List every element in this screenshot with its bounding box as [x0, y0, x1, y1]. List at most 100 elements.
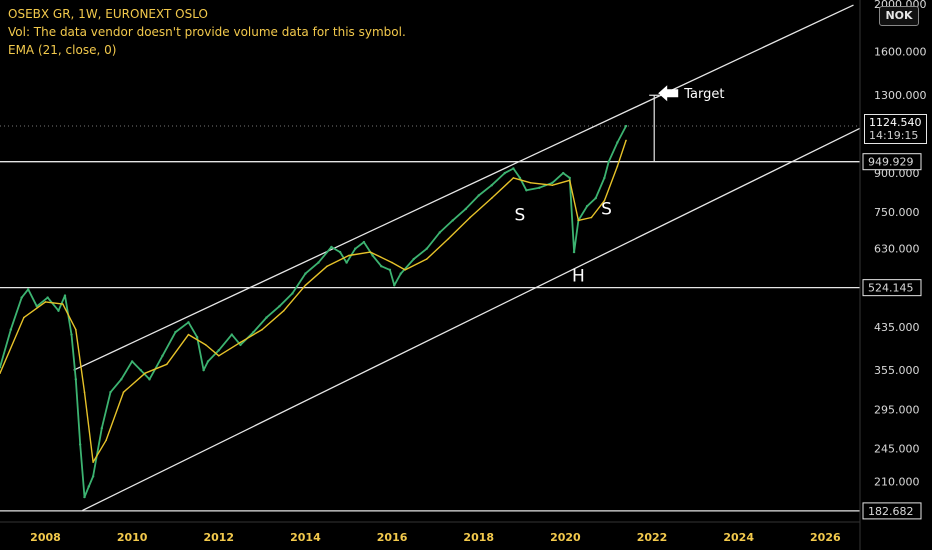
ema-point: [0, 372, 1, 374]
price-point: [139, 368, 143, 372]
price-point: [477, 194, 480, 197]
ema-point: [447, 238, 450, 240]
price-point: [63, 294, 67, 297]
price-point: [9, 328, 13, 331]
price-point: [26, 288, 30, 291]
ema-point: [577, 219, 580, 222]
price-point: [594, 196, 597, 200]
x-tick-label: 2024: [723, 531, 754, 544]
ema-point: [62, 303, 64, 305]
y-tick-label: 900.000: [874, 167, 920, 180]
price-point: [0, 366, 2, 369]
ema-point: [391, 261, 393, 264]
indicator-legend[interactable]: EMA (21, close, 0): [8, 43, 117, 57]
price-point: [551, 181, 554, 184]
ema-point: [326, 265, 328, 267]
ema-point: [122, 391, 125, 393]
ema-point: [469, 216, 471, 219]
ema-point: [369, 251, 372, 253]
ema-point: [204, 344, 207, 346]
target-arrow-icon: [658, 85, 679, 102]
price-point: [538, 186, 541, 189]
ema-point: [304, 284, 307, 287]
ema-point: [261, 328, 263, 331]
volume-note: Vol: The data vendor doesn't provide vol…: [8, 25, 406, 39]
price-point: [616, 141, 619, 144]
ema-point: [217, 354, 220, 357]
ema-point: [551, 184, 554, 187]
price-line[interactable]: [0, 125, 627, 498]
price-point: [518, 176, 522, 180]
x-tick-label: 2022: [637, 531, 668, 544]
chart-title: OSEBX GR, 1W, EURONEXT OSLO: [8, 7, 208, 21]
price-point: [393, 284, 396, 287]
price-point: [304, 272, 307, 275]
ema-point: [616, 165, 619, 167]
price-point: [585, 204, 589, 208]
bar-countdown: 14:19:15: [869, 129, 919, 142]
price-point: [70, 333, 73, 336]
price-axis[interactable]: [860, 0, 932, 550]
price-point: [525, 189, 528, 192]
current-price-box: 1124.540 14:19:15: [864, 114, 927, 144]
y-tick-label: 210.000: [874, 475, 920, 488]
ema-point: [590, 216, 593, 219]
price-point: [317, 261, 320, 264]
x-tick-label: 2012: [203, 531, 234, 544]
pattern-label: H: [572, 266, 585, 286]
ema-point: [529, 181, 532, 184]
x-tick-label: 2014: [290, 531, 321, 544]
price-point: [83, 495, 86, 499]
ema-point: [512, 177, 515, 179]
price-point: [572, 250, 576, 254]
price-point: [187, 321, 190, 324]
price-point: [239, 343, 242, 347]
ema-point: [347, 254, 350, 257]
price-point: [87, 485, 91, 488]
price-point: [345, 261, 348, 264]
price-point: [399, 272, 402, 275]
x-tick-label: 2010: [117, 531, 148, 544]
ema-point: [23, 316, 25, 319]
ema-point: [568, 179, 571, 182]
price-point: [174, 330, 177, 334]
y-tick-label: 2000.000: [874, 0, 927, 11]
ema-point: [603, 199, 606, 202]
price-point: [278, 305, 281, 308]
x-tick-label: 2020: [550, 531, 581, 544]
price-point: [503, 171, 506, 175]
price-point: [603, 176, 606, 180]
x-tick-label: 2026: [810, 531, 841, 544]
price-point: [438, 231, 441, 234]
price-point: [230, 333, 233, 336]
price-point: [265, 316, 268, 319]
currency-badge[interactable]: NOK: [879, 6, 919, 26]
price-point: [412, 257, 415, 261]
ema-point: [625, 139, 627, 142]
ema-point: [490, 197, 493, 199]
ema-point: [239, 341, 242, 344]
level-price-label: 524.145: [868, 282, 914, 295]
ema-point: [92, 461, 94, 463]
price-point: [354, 247, 357, 250]
price-point: [206, 360, 210, 363]
price-point: [161, 354, 164, 357]
y-tick-label: 245.000: [874, 443, 920, 456]
ema-point: [105, 439, 107, 442]
ema-point: [166, 363, 168, 366]
price-point: [46, 296, 49, 299]
channel-lower-line[interactable]: [82, 127, 861, 512]
price-point: [362, 240, 366, 244]
channel-upper-line[interactable]: [73, 4, 854, 371]
y-tick-label: 1300.000: [874, 89, 927, 102]
price-point: [109, 390, 112, 394]
price-point: [291, 292, 294, 295]
level-price-label: 949.929: [868, 156, 914, 169]
y-tick-label: 295.000: [874, 403, 920, 416]
ema-line[interactable]: [0, 140, 627, 463]
price-point: [100, 426, 104, 430]
ema-point: [144, 372, 146, 374]
ema-point: [83, 391, 86, 393]
price-point: [512, 167, 515, 170]
